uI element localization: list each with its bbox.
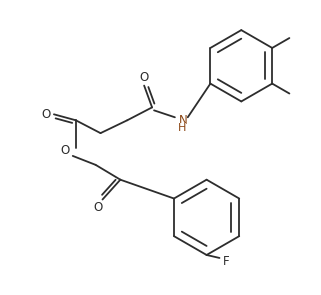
Text: O: O: [140, 71, 149, 84]
Text: F: F: [223, 255, 230, 268]
Text: O: O: [60, 145, 69, 158]
Text: O: O: [41, 108, 51, 121]
Text: O: O: [93, 201, 102, 214]
Text: H: H: [178, 123, 186, 133]
Text: N: N: [178, 114, 187, 127]
